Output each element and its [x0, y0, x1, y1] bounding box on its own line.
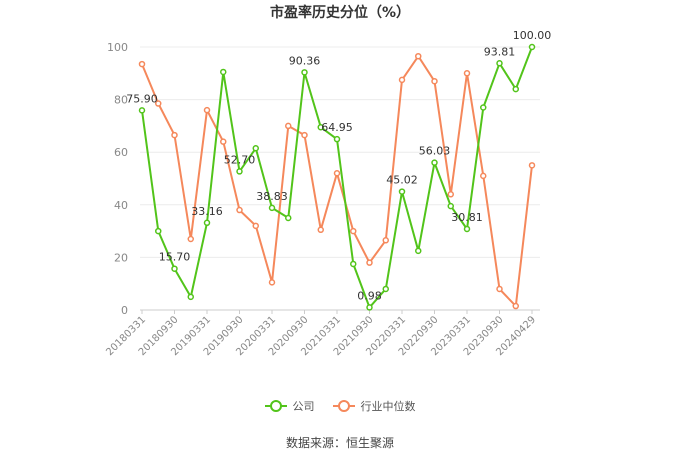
data-label: 75.90	[126, 92, 158, 105]
data-point-company	[528, 43, 536, 51]
data-point-industry-median	[496, 285, 503, 293]
data-point-industry-median	[187, 235, 194, 243]
legend-swatch-industry-median	[332, 400, 355, 412]
data-point-industry-median	[398, 76, 406, 84]
data-label: 45.02	[386, 174, 418, 187]
legend-label-industry-median: 行业中位数	[360, 400, 416, 413]
data-point-company	[187, 293, 194, 301]
data-label: 30.81	[451, 211, 483, 224]
y-tick-label: 40	[114, 199, 128, 212]
data-label: 15.70	[159, 251, 191, 264]
data-point-industry-median	[480, 172, 487, 180]
data-point-industry-median	[203, 106, 211, 114]
data-point-company	[138, 107, 146, 114]
y-tick-label: 0	[121, 304, 128, 317]
data-point-company	[268, 204, 276, 212]
data-point-industry-median	[138, 60, 146, 68]
data-point-industry-median	[171, 131, 178, 139]
grid	[140, 46, 540, 258]
data-point-company	[512, 85, 519, 93]
data-point-company	[350, 260, 357, 268]
data-point-industry-median	[366, 259, 373, 266]
data-labels: 75.90 15.70 33.16 52.70 38.83 90.36 64.95 0.98 4…	[126, 29, 551, 302]
y-tick-label: 100	[107, 41, 128, 54]
data-point-industry-median	[447, 191, 454, 198]
legend-swatch-company	[264, 400, 287, 412]
series-group	[138, 43, 536, 311]
data-point-industry-median	[382, 237, 389, 244]
data-point-industry-median	[431, 77, 438, 85]
legend-label-company: 公司	[292, 400, 315, 413]
data-point-company	[366, 304, 373, 311]
data-point-industry-median	[252, 222, 259, 230]
data-point-industry-median	[301, 131, 308, 139]
data-label: 90.36	[289, 54, 321, 67]
data-label: 100.00	[513, 29, 552, 42]
y-axis: 0 20 40 60 80 100	[107, 41, 128, 317]
data-point-industry-median	[415, 52, 422, 60]
data-point-industry-median	[463, 70, 471, 77]
data-point-industry-median	[220, 138, 227, 145]
data-point-company	[220, 68, 227, 76]
data-point-company	[317, 123, 324, 131]
x-axis: 2018033120180930201903312019093020200331…	[104, 309, 540, 358]
data-point-company	[333, 135, 341, 143]
legend-item-company[interactable]: 公司	[264, 398, 315, 414]
data-label: 56.03	[419, 145, 451, 158]
data-point-company	[236, 168, 243, 175]
data-label: 52.70	[224, 153, 256, 166]
data-label: 0.98	[357, 289, 382, 302]
series-line-company	[141, 46, 533, 309]
data-point-company	[415, 247, 422, 255]
data-point-company	[431, 159, 438, 166]
data-point-company	[252, 145, 259, 152]
legend-item-industry-median[interactable]: 行业中位数	[332, 398, 416, 414]
data-point-industry-median	[268, 279, 276, 286]
data-point-company	[463, 225, 471, 233]
chart-title: 市盈率历史分位（%）	[269, 5, 411, 21]
data-point-company	[382, 285, 389, 293]
data-point-company	[496, 60, 503, 67]
data-label: 64.95	[321, 121, 353, 134]
data-label: 33.16	[191, 205, 223, 218]
data-label: 93.81	[484, 45, 516, 58]
data-point-industry-median	[512, 302, 519, 310]
data-point-company	[155, 227, 162, 235]
data-point-industry-median	[333, 169, 341, 177]
data-label: 38.83	[256, 190, 288, 203]
data-point-industry-median	[317, 226, 324, 234]
y-tick-label: 80	[114, 94, 128, 107]
data-point-company	[285, 214, 292, 222]
y-tick-label: 60	[114, 146, 128, 159]
data-point-company	[398, 188, 406, 195]
data-point-company	[171, 265, 178, 272]
data-point-industry-median	[285, 122, 292, 130]
legend: 公司 行业中位数	[0, 398, 680, 414]
data-point-industry-median	[236, 206, 243, 214]
data-point-industry-median	[155, 100, 162, 107]
data-point-company	[301, 69, 308, 76]
data-point-industry-median	[528, 162, 536, 169]
source-note: 数据来源：恒生聚源	[285, 436, 394, 450]
data-point-company	[480, 104, 487, 111]
y-tick-label: 20	[114, 251, 128, 264]
data-point-company	[203, 219, 211, 227]
data-point-company	[447, 202, 454, 210]
data-point-industry-median	[350, 227, 357, 235]
